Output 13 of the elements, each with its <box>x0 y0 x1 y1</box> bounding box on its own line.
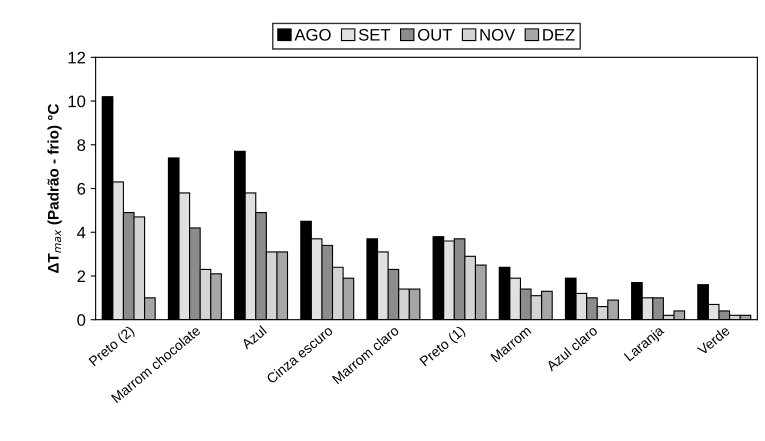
legend-label: SET <box>358 28 390 41</box>
legend-label: AGO <box>294 28 331 41</box>
y-tick-label: 0 <box>77 314 86 326</box>
y-axis-title: ΔT$_{max}$ (Padrão - frio) °C <box>47 104 62 273</box>
legend-label: NOV <box>480 28 516 41</box>
y-tick-label: 4 <box>77 226 86 238</box>
y-tick-label: 6 <box>77 182 86 195</box>
legend-label: DEZ <box>543 29 575 41</box>
y-tick-label: 8 <box>77 139 86 151</box>
y-tick-label: 12 <box>68 52 86 64</box>
legend-label: OUT <box>418 28 452 41</box>
y-tick-label: 2 <box>77 270 86 282</box>
y-tick-label: 10 <box>68 95 86 108</box>
